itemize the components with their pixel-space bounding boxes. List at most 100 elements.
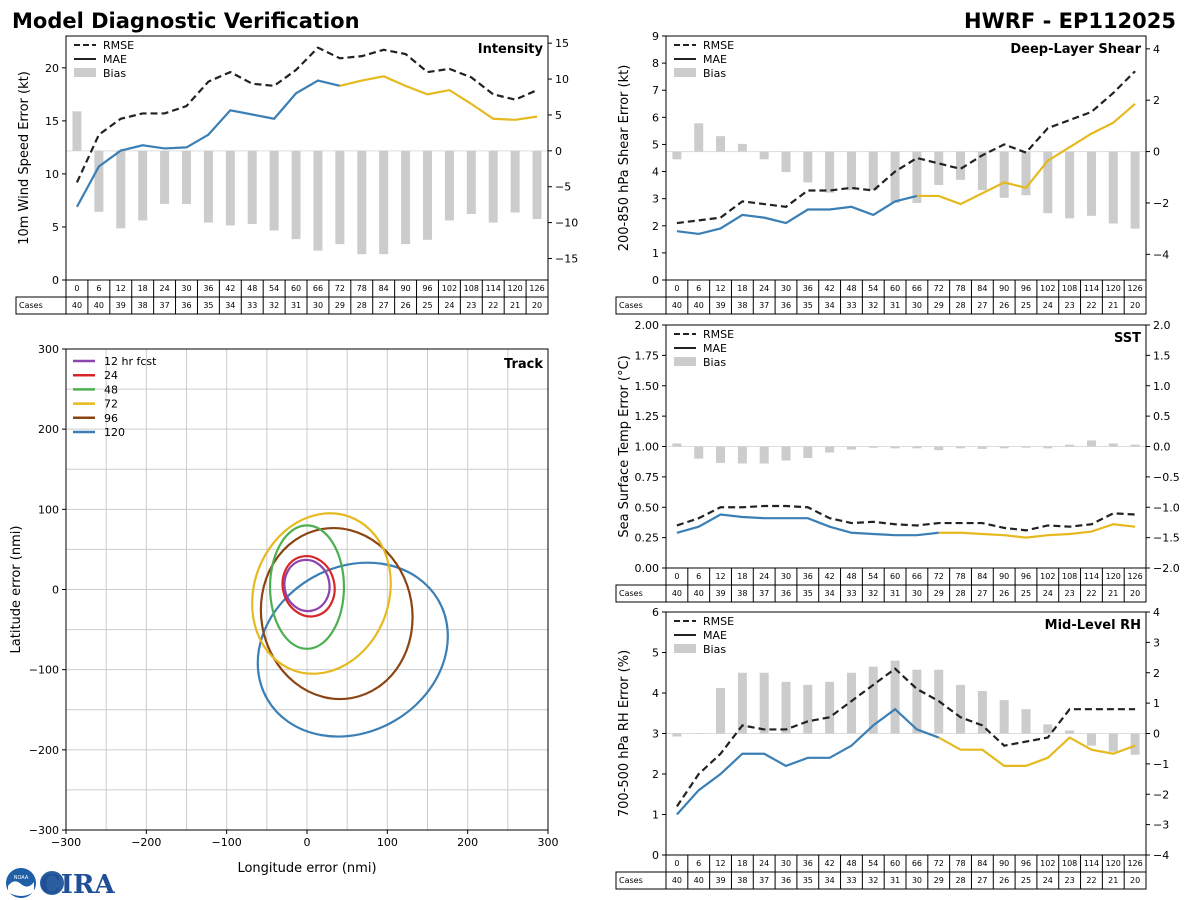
- hour-cell: 126: [1127, 572, 1142, 581]
- bias-bar: [694, 123, 704, 152]
- bias-bar: [1065, 444, 1075, 447]
- bias-bar: [94, 150, 104, 212]
- cases-row: [615, 584, 1147, 603]
- legend-bias-swatch: [74, 68, 96, 77]
- hour-cell: 12: [715, 284, 725, 293]
- mae-line-early: [75, 79, 341, 208]
- cases-cell: 34: [825, 301, 835, 310]
- cases-cell: 30: [912, 589, 922, 598]
- cases-cell: 25: [422, 301, 432, 310]
- right-tick-label: −4: [1153, 849, 1169, 862]
- hour-cell: 42: [825, 572, 835, 581]
- cases-cell: 23: [1065, 301, 1075, 310]
- hour-cell: 72: [335, 284, 345, 293]
- left-tick-label: 20: [45, 62, 59, 75]
- bias-bar: [423, 150, 432, 240]
- hour-cell: 0: [674, 572, 679, 581]
- left-tick-label: 2: [652, 768, 659, 781]
- bias-bar: [291, 150, 301, 240]
- left-tick-label: 6: [652, 606, 659, 619]
- cases-cell: 29: [934, 876, 944, 885]
- bias-bar: [488, 150, 498, 223]
- cases-row: [15, 296, 549, 315]
- bias-bar: [1086, 440, 1096, 447]
- cases-cell: 24: [1043, 876, 1053, 885]
- hour-cell: 78: [955, 859, 965, 868]
- rmse-line: [676, 70, 1136, 225]
- bias-bar: [694, 733, 704, 734]
- cases-cell: 25: [1021, 301, 1031, 310]
- cases-cell: 38: [737, 301, 747, 310]
- cases-cell: 23: [466, 301, 476, 310]
- bias-bar: [335, 150, 345, 245]
- cases-cell: 26: [999, 589, 1009, 598]
- hour-cell: 60: [890, 859, 900, 868]
- cases-cell: 24: [1043, 301, 1053, 310]
- bias-bar: [825, 151, 835, 193]
- y-axis-label: 200-850 hPa Shear Error (kt): [617, 65, 632, 252]
- bias-bar: [401, 150, 411, 245]
- bias-bar: [890, 660, 900, 734]
- left-tick-label: 2: [652, 220, 659, 233]
- hour-cell: 84: [379, 284, 389, 293]
- bias-bar: [1130, 444, 1140, 447]
- right-tick-label: 0: [555, 145, 562, 158]
- left-tick-label: 1: [652, 247, 659, 260]
- y-tick-label: −300: [29, 824, 59, 837]
- bias-bar: [759, 446, 769, 464]
- hour-cell: 66: [912, 284, 922, 293]
- cira-logo-text: CIRA: [40, 870, 115, 900]
- bias-bar: [379, 150, 389, 255]
- cases-cell: 35: [203, 301, 213, 310]
- legend-rmse-label: RMSE: [703, 328, 734, 341]
- bias-bar: [956, 446, 966, 449]
- hour-cell: 114: [486, 284, 501, 293]
- hour-cell: 12: [715, 859, 725, 868]
- sst-panel: 0.000.250.500.751.001.251.501.752.00−2.0…: [615, 319, 1180, 603]
- bias-bar: [999, 446, 1009, 449]
- hour-cell: 54: [868, 859, 878, 868]
- cases-cell: 22: [488, 301, 498, 310]
- hour-cell: 48: [846, 859, 856, 868]
- bias-bar: [716, 687, 726, 734]
- hour-cell: 126: [1127, 859, 1142, 868]
- bias-bar: [737, 446, 747, 464]
- cases-cell: 25: [1021, 876, 1031, 885]
- right-tick-label: −1.5: [1153, 532, 1180, 545]
- bias-bar: [890, 151, 900, 203]
- bias-bar: [247, 150, 257, 225]
- cases-cell: 27: [977, 301, 987, 310]
- hour-cell: 114: [1084, 859, 1099, 868]
- cases-cell: 21: [1108, 589, 1118, 598]
- bias-bar: [868, 446, 878, 448]
- bias-bar: [781, 151, 791, 173]
- bias-bar: [203, 150, 213, 223]
- right-tick-label: −0.5: [1153, 471, 1180, 484]
- rmse-line: [675, 667, 1136, 808]
- hour-cell: 24: [759, 572, 769, 581]
- left-tick-label: 5: [652, 647, 659, 660]
- cases-cell: 32: [868, 301, 878, 310]
- hour-cell: 36: [803, 284, 813, 293]
- cases-cell: 40: [672, 301, 682, 310]
- cases-cell: 25: [1021, 589, 1031, 598]
- right-tick-label: 2: [1153, 94, 1160, 107]
- left-tick-label: 0.00: [635, 562, 660, 575]
- hour-cell: 96: [1021, 284, 1031, 293]
- bias-bar: [846, 151, 856, 191]
- panel-title: Track: [504, 357, 543, 372]
- bias-bar: [1130, 151, 1140, 229]
- cases-cell: 35: [803, 301, 813, 310]
- bias-bar: [868, 151, 878, 191]
- x-tick-label: 100: [377, 836, 398, 849]
- right-tick-label: 2: [1153, 667, 1160, 680]
- left-tick-label: 1.50: [635, 380, 660, 393]
- hour-cell: 18: [737, 859, 747, 868]
- y-tick-label: 0: [52, 584, 59, 597]
- cases-cell: 37: [759, 876, 769, 885]
- right-tick-label: −10: [555, 217, 578, 230]
- cases-cell: 37: [159, 301, 169, 310]
- cases-cell: 34: [825, 589, 835, 598]
- bias-bar: [694, 446, 704, 459]
